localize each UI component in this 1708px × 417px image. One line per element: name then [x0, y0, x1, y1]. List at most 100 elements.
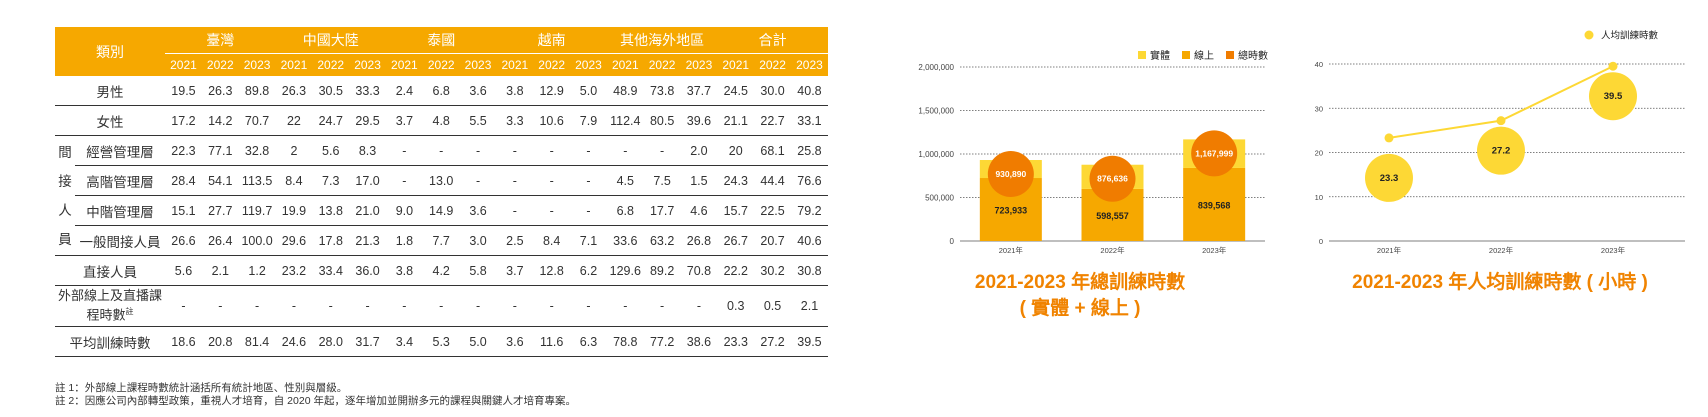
table-cell: 3.6	[459, 195, 497, 226]
table-cell: -	[570, 135, 607, 166]
table-cell: -	[459, 165, 497, 196]
per-capita-hours-chart-title: 2021-2023 年人均訓練時數 ( 小時 )	[1305, 270, 1695, 296]
table-row: 女性 17.2 14.2 70.7 22 24.7 29.5 3.7 4.8 5.5 3.3 10.6…	[55, 105, 828, 136]
row-label-text: 男性	[96, 84, 124, 100]
table-cell: 3.7	[496, 255, 534, 286]
table-cell: -	[643, 135, 681, 166]
row-label: 中階管理層	[75, 195, 166, 226]
table-cell: 21.0	[349, 195, 386, 226]
table-cell: -	[201, 285, 239, 327]
row-label-text: 平均訓練時數	[69, 335, 151, 351]
table-cell: -	[496, 135, 534, 166]
table-cell: -	[238, 285, 276, 327]
group-char: 間	[58, 144, 72, 160]
table-cell: 3.0	[459, 225, 497, 256]
x-tick-label: 2023年	[1601, 245, 1626, 255]
region-header: 其他海外地區	[606, 27, 718, 54]
table-cell: 73.8	[643, 76, 681, 106]
table-cell: 22.3	[165, 135, 202, 166]
total-bubble	[1089, 155, 1136, 202]
table-cell: 48.9	[606, 76, 644, 106]
table-cell: 32.8	[238, 135, 276, 166]
table-cell: 13.8	[312, 195, 350, 226]
table-cell: 25.8	[790, 135, 828, 166]
table-cell: 79.2	[790, 195, 828, 226]
table-cell: 6.8	[606, 195, 644, 226]
table-cell: 8.4	[533, 225, 571, 256]
table-cell: 11.6	[533, 326, 571, 357]
legend-label: 實體	[1150, 49, 1170, 62]
row-label: 經營管理層	[75, 135, 166, 166]
table-cell: 3.8	[385, 255, 423, 286]
x-tick-label: 2021年	[1377, 245, 1402, 255]
table-cell: -	[275, 285, 313, 327]
table-cell: 89.8	[238, 76, 276, 106]
region-header: 臺灣	[165, 27, 276, 54]
table-cell: -	[385, 135, 423, 166]
table-cell: 27.2	[754, 326, 791, 357]
table-cell: -	[570, 285, 607, 327]
legend-swatch	[1584, 30, 1594, 40]
table-cell: -	[422, 285, 460, 327]
y-tick-label: 30	[1315, 104, 1323, 113]
table-cell: 8.3	[349, 135, 386, 166]
value-bubble	[1589, 72, 1637, 121]
table-cell: -	[643, 285, 681, 327]
table-cell: 37.7	[680, 76, 718, 106]
chart-title-text: 2021-2023 年總訓練時數	[974, 272, 1186, 293]
y-tick-label: 1,000,000	[918, 150, 954, 159]
row-label: 高階管理層	[75, 165, 166, 196]
footnote-marker: 註	[125, 307, 134, 317]
footnote: 註 1：外部線上課程時數統計涵括所有統計地區、性別與層級。	[55, 382, 348, 394]
table-cell: 15.1	[165, 195, 202, 226]
table-cell: 7.1	[570, 225, 607, 256]
table-cell: 20.7	[754, 225, 791, 256]
table-cell: 3.7	[385, 105, 423, 136]
online-bar	[1183, 167, 1246, 241]
x-tick-label: 2023年	[1202, 245, 1227, 255]
table-cell: 44.4	[754, 165, 791, 196]
table-cell: 78.8	[606, 326, 644, 357]
group-char: 員	[58, 231, 72, 247]
table-cell: 1.8	[385, 225, 423, 256]
year-header: 2022	[312, 53, 350, 76]
table-row: 外部線上及直播課程時數註 - - - - - - - - - - - - - - -0.3 0.5 2.1	[55, 285, 828, 327]
table-cell: 30.5	[312, 76, 350, 106]
table-cell: 19.9	[275, 195, 313, 226]
table-cell: 12.9	[533, 76, 571, 106]
table-cell: 21.1	[717, 105, 755, 136]
table-cell: 70.7	[238, 105, 276, 136]
table-cell: 2.5	[496, 225, 534, 256]
table-cell: 36.0	[349, 255, 386, 286]
table-cell: 68.1	[754, 135, 791, 166]
y-tick-label: 0	[1319, 237, 1323, 246]
table-cell: 28.0	[312, 326, 350, 357]
table-cell: 2.1	[790, 285, 828, 327]
table-cell: 113.5	[238, 165, 276, 196]
row-label-text: 外部線上及直播課程時數	[58, 288, 163, 323]
year-header: 2023	[790, 53, 828, 76]
year-header: 2022	[201, 53, 239, 76]
table-cell: 7.5	[643, 165, 681, 196]
table-cell: 27.7	[201, 195, 239, 226]
total-bubble	[987, 151, 1034, 198]
table-cell: 20	[717, 135, 755, 166]
table-cell: -	[533, 195, 571, 226]
table-cell: 0.5	[754, 285, 791, 327]
table-cell: 22.2	[717, 255, 755, 286]
table-cell: 5.6	[312, 135, 350, 166]
table-cell: 33.1	[790, 105, 828, 136]
chart-title-text: 2021-2023 年人均訓練時數 ( 小時 )	[1352, 272, 1648, 293]
total-bubble	[1191, 130, 1238, 177]
table-row: 高階管理層 28.4 54.1 113.5 8.4 7.3 17.0-13.0- - - -4.5…	[55, 165, 828, 196]
table-cell: 7.3	[312, 165, 350, 196]
y-tick-label: 2,000,000	[918, 63, 954, 72]
table-cell: -	[385, 285, 423, 327]
table-cell: 33.6	[606, 225, 644, 256]
value-label: 39.5	[1604, 91, 1623, 102]
table-cell: 77.2	[643, 326, 681, 357]
table-cell: 2.1	[201, 255, 239, 286]
table-cell: -	[312, 285, 350, 327]
table-cell: 7.9	[570, 105, 607, 136]
table-cell: 13.0	[422, 165, 460, 196]
